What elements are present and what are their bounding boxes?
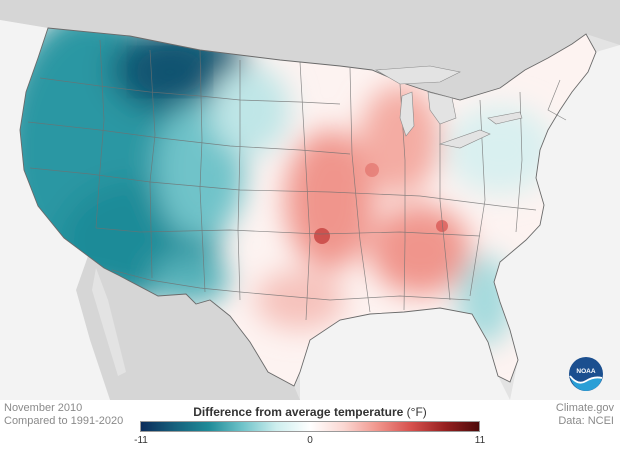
great-lakes <box>375 65 523 149</box>
noaa-logo-text: NOAA <box>576 368 595 375</box>
gulf-of-mexico <box>300 308 510 400</box>
mexico-landmass <box>76 256 300 400</box>
source-data-label: Data: NCEI <box>558 415 614 427</box>
pacific-ocean <box>0 20 110 400</box>
legend-color-bar <box>140 421 480 432</box>
legend-unit: (°F) <box>406 405 427 419</box>
legend-tick-min: -11 <box>134 435 148 446</box>
baseline-label: Compared to 1991-2020 <box>4 415 124 427</box>
lake-ontario <box>487 111 523 125</box>
gulf-of-california <box>92 268 126 376</box>
lake-huron <box>427 91 457 125</box>
canada-landmass <box>0 0 620 100</box>
atlantic-ocean <box>494 45 620 400</box>
lake-michigan <box>399 91 415 137</box>
legend-tick-max: 11 <box>474 435 486 446</box>
lake-superior <box>375 65 461 85</box>
state-boundaries <box>27 39 567 321</box>
noaa-logo: NOAA <box>569 357 603 391</box>
lake-erie <box>438 129 491 149</box>
legend-title: Difference from average temperature (°F) <box>140 405 480 419</box>
us-outline <box>19 27 597 387</box>
map-svg <box>0 0 620 400</box>
period-label: November 2010 <box>4 402 83 414</box>
legend-tick-zero: 0 <box>307 435 313 446</box>
legend-title-text: Difference from average temperature <box>193 405 404 419</box>
source-site-label: Climate.gov <box>555 402 614 414</box>
temperature-anomaly-map <box>0 0 620 400</box>
